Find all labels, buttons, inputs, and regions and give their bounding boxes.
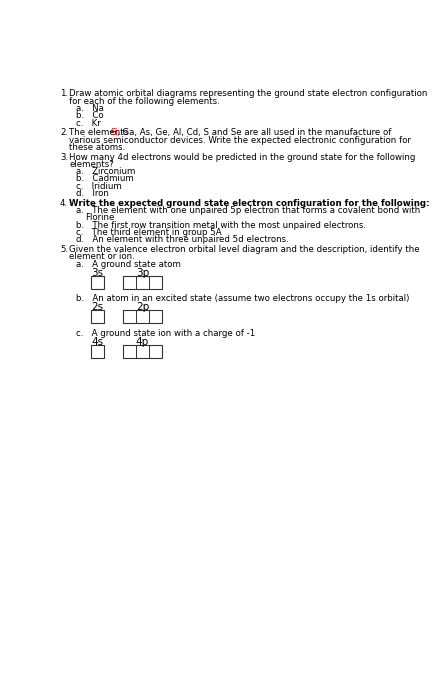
Text: Florine: Florine (85, 214, 114, 223)
FancyArrow shape (131, 279, 133, 286)
FancyArrow shape (139, 313, 141, 321)
FancyArrow shape (139, 348, 141, 356)
FancyArrow shape (94, 348, 96, 356)
Text: various semiconductor devices. Write the expected electronic configuration for: various semiconductor devices. Write the… (69, 136, 411, 145)
Text: How many 4d electrons would be predicted in the ground state for the following: How many 4d electrons would be predicted… (69, 153, 416, 162)
Text: 5.: 5. (60, 245, 68, 254)
Text: a.   A ground state atom: a. A ground state atom (75, 260, 180, 269)
FancyArrow shape (152, 313, 154, 321)
Bar (91, 310, 104, 323)
Text: a.   The element with one unpaired 5p electron that forms a covalent bond with: a. The element with one unpaired 5p elec… (75, 206, 420, 215)
Text: 3p: 3p (136, 267, 149, 278)
FancyArrow shape (99, 348, 101, 356)
FancyArrow shape (126, 348, 128, 356)
Text: b.   The first row transition metal with the most unpaired electrons.: b. The first row transition metal with t… (75, 220, 365, 230)
Text: 3s: 3s (92, 267, 104, 278)
Text: a.   Na: a. Na (75, 104, 103, 113)
Bar (123, 310, 162, 323)
FancyArrow shape (126, 279, 128, 286)
Text: 3.: 3. (60, 153, 68, 162)
FancyArrow shape (99, 279, 101, 286)
Text: a.   Zirconium: a. Zirconium (75, 167, 135, 176)
Text: 4.: 4. (60, 199, 68, 208)
Bar (91, 345, 104, 358)
FancyArrow shape (126, 313, 128, 321)
FancyArrow shape (152, 348, 154, 356)
Text: b.   Cadmium: b. Cadmium (75, 174, 133, 183)
Bar (91, 276, 104, 289)
Bar (123, 345, 162, 358)
FancyArrow shape (131, 348, 133, 356)
Text: element or ion.: element or ion. (69, 252, 135, 261)
FancyArrow shape (152, 279, 154, 286)
Text: 4p: 4p (136, 337, 149, 347)
Text: d.   Iron: d. Iron (75, 189, 109, 198)
FancyArrow shape (139, 279, 141, 286)
Text: b.   An atom in an excited state (assume two electrons occupy the 1s orbital): b. An atom in an excited state (assume t… (75, 294, 409, 303)
Text: c.   Kr: c. Kr (75, 118, 100, 127)
Text: , Ga, As, Ge, Al, Cd, S and Se are all used in the manufacture of: , Ga, As, Ge, Al, Cd, S and Se are all u… (117, 128, 391, 137)
Text: c.   A ground state ion with a charge of -1: c. A ground state ion with a charge of -… (75, 329, 255, 338)
Text: elements?: elements? (69, 160, 114, 169)
FancyArrow shape (144, 348, 146, 356)
Text: The elements: The elements (69, 128, 131, 137)
Text: Write the expected ground state electron configuration for the following:: Write the expected ground state electron… (69, 199, 430, 208)
Text: 2.: 2. (60, 128, 68, 137)
FancyArrow shape (131, 313, 133, 321)
Bar (123, 276, 162, 289)
Text: d.   An element with three unpaired 5d electrons.: d. An element with three unpaired 5d ele… (75, 235, 288, 244)
Text: for each of the following elements.: for each of the following elements. (69, 97, 220, 106)
Text: c.   The third element in group 5A: c. The third element in group 5A (75, 228, 221, 237)
Text: 2p: 2p (136, 302, 149, 312)
Text: 2s: 2s (92, 302, 104, 312)
Text: Si: Si (110, 128, 118, 137)
Text: b.   Co: b. Co (75, 111, 103, 120)
Text: 1.: 1. (60, 90, 68, 99)
FancyArrow shape (94, 313, 96, 321)
Text: 4s: 4s (92, 337, 104, 347)
Text: these atoms.: these atoms. (69, 143, 125, 152)
FancyArrow shape (94, 279, 96, 286)
Text: Given the valence electron orbital level diagram and the description, identify t: Given the valence electron orbital level… (69, 245, 420, 254)
Text: c.   Iridium: c. Iridium (75, 182, 121, 191)
Text: Draw atomic orbital diagrams representing the ground state electron configuratio: Draw atomic orbital diagrams representin… (69, 90, 427, 99)
